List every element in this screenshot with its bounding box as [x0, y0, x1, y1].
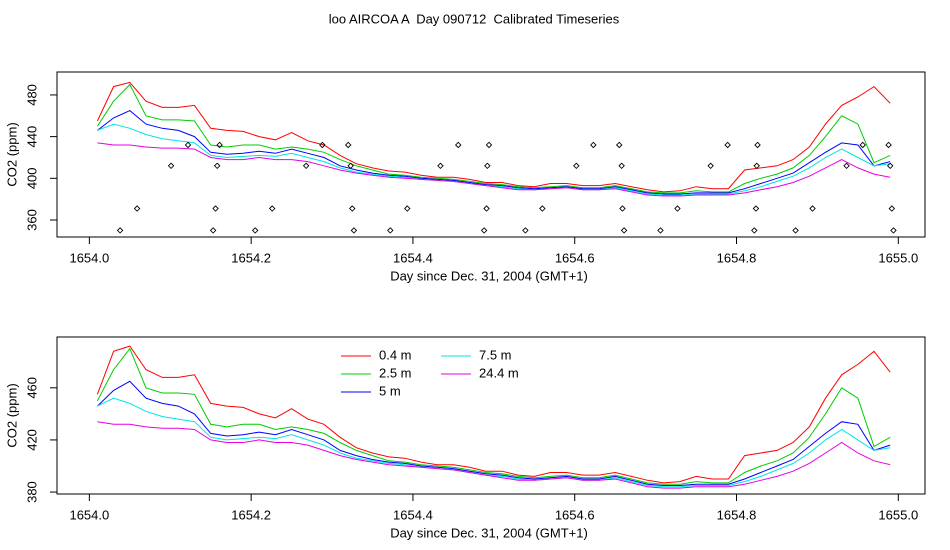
calibration-point [455, 141, 462, 149]
calibration-point [302, 162, 310, 170]
y-tick-label: 440 [24, 126, 39, 148]
calibration-point [480, 227, 488, 234]
calibration-point [754, 141, 761, 149]
calibration-point [319, 141, 326, 149]
calibration-point [859, 141, 866, 149]
calibration-point [885, 141, 892, 149]
series-line [97, 397, 891, 488]
calibration-point [539, 205, 546, 212]
series-line [97, 380, 891, 486]
calibration-point [184, 141, 192, 149]
calibration-point [213, 162, 221, 170]
y-tick-label: 400 [24, 167, 39, 189]
y-tick-label: 420 [24, 429, 39, 451]
legend-label: 5 m [379, 383, 401, 398]
series-line [96, 83, 891, 194]
calibration-point [437, 162, 444, 170]
calibration-point [251, 227, 259, 234]
calibration-point [344, 141, 352, 149]
legend-label: 7.5 m [479, 347, 512, 362]
y-tick-label: 460 [24, 377, 39, 399]
calibration-point [268, 205, 276, 212]
x-tick-label: 1655.0 [878, 250, 918, 265]
legend-label: 0.4 m [379, 347, 412, 362]
calibration-point [619, 205, 626, 212]
calibration-point [890, 227, 897, 234]
x-tick-label: 1654.0 [69, 250, 109, 265]
x-tick-label: 1654.0 [69, 507, 109, 522]
calibration-point [657, 227, 664, 234]
x-axis-label: Day since Dec. 31, 2004 (GMT+1) [390, 525, 588, 540]
x-tick-label: 1654.6 [555, 250, 595, 265]
calibration-point [209, 227, 217, 234]
y-tick-label: 360 [24, 209, 39, 231]
calibration-point [216, 141, 223, 149]
chart-title: loo AIRCOA A Day 090712 Calibrated Times… [329, 11, 620, 26]
series-line [96, 81, 891, 193]
x-axis-label: Day since Dec. 31, 2004 (GMT+1) [390, 268, 588, 283]
series-line [97, 110, 891, 195]
x-tick-label: 1654.6 [555, 507, 595, 522]
series-line [96, 347, 891, 485]
calibration-point [116, 227, 124, 234]
x-tick-label: 1654.2 [231, 507, 271, 522]
calibration-point [751, 227, 758, 234]
x-tick-label: 1654.8 [717, 250, 757, 265]
calibration-point [133, 205, 141, 212]
y-axis-label: CO2 (ppm) [4, 383, 19, 447]
y-axis-label: CO2 (ppm) [4, 122, 19, 186]
calibration-point [888, 205, 896, 212]
series-line [97, 142, 891, 197]
calibration-point [404, 205, 411, 212]
calibration-point [792, 227, 799, 234]
x-tick-label: 1654.4 [393, 250, 433, 265]
calibration-point [707, 162, 714, 170]
x-tick-label: 1654.2 [231, 250, 271, 265]
series-line [97, 421, 891, 489]
legend-label: 2.5 m [379, 365, 412, 380]
calibration-point [615, 141, 623, 149]
legend-label: 24.4 m [479, 365, 519, 380]
calibration-point [618, 162, 625, 170]
calibration-point [809, 205, 816, 212]
x-tick-label: 1655.0 [878, 507, 918, 522]
calibration-point [167, 162, 175, 170]
calibration-point [350, 227, 358, 234]
calibration-point [590, 141, 597, 149]
calibration-point [484, 162, 491, 170]
calibration-point [886, 162, 894, 170]
calibration-point [347, 162, 354, 170]
x-tick-label: 1654.8 [717, 507, 757, 522]
y-tick-label: 380 [24, 481, 39, 503]
calibration-point [212, 205, 219, 212]
x-tick-label: 1654.4 [393, 507, 433, 522]
calibration-point [752, 205, 760, 212]
calibration-point [387, 227, 394, 234]
calibration-point [573, 162, 580, 170]
calibration-point [674, 205, 681, 212]
calibration-point [724, 141, 731, 149]
y-tick-label: 480 [24, 84, 39, 106]
series-line [96, 345, 891, 484]
calibration-point [753, 162, 760, 170]
calibration-point [522, 227, 529, 234]
calibration-point [349, 205, 356, 212]
calibration-point [620, 227, 628, 234]
calibration-point [485, 141, 493, 149]
calibration-point [843, 162, 850, 170]
calibration-point [483, 205, 490, 212]
